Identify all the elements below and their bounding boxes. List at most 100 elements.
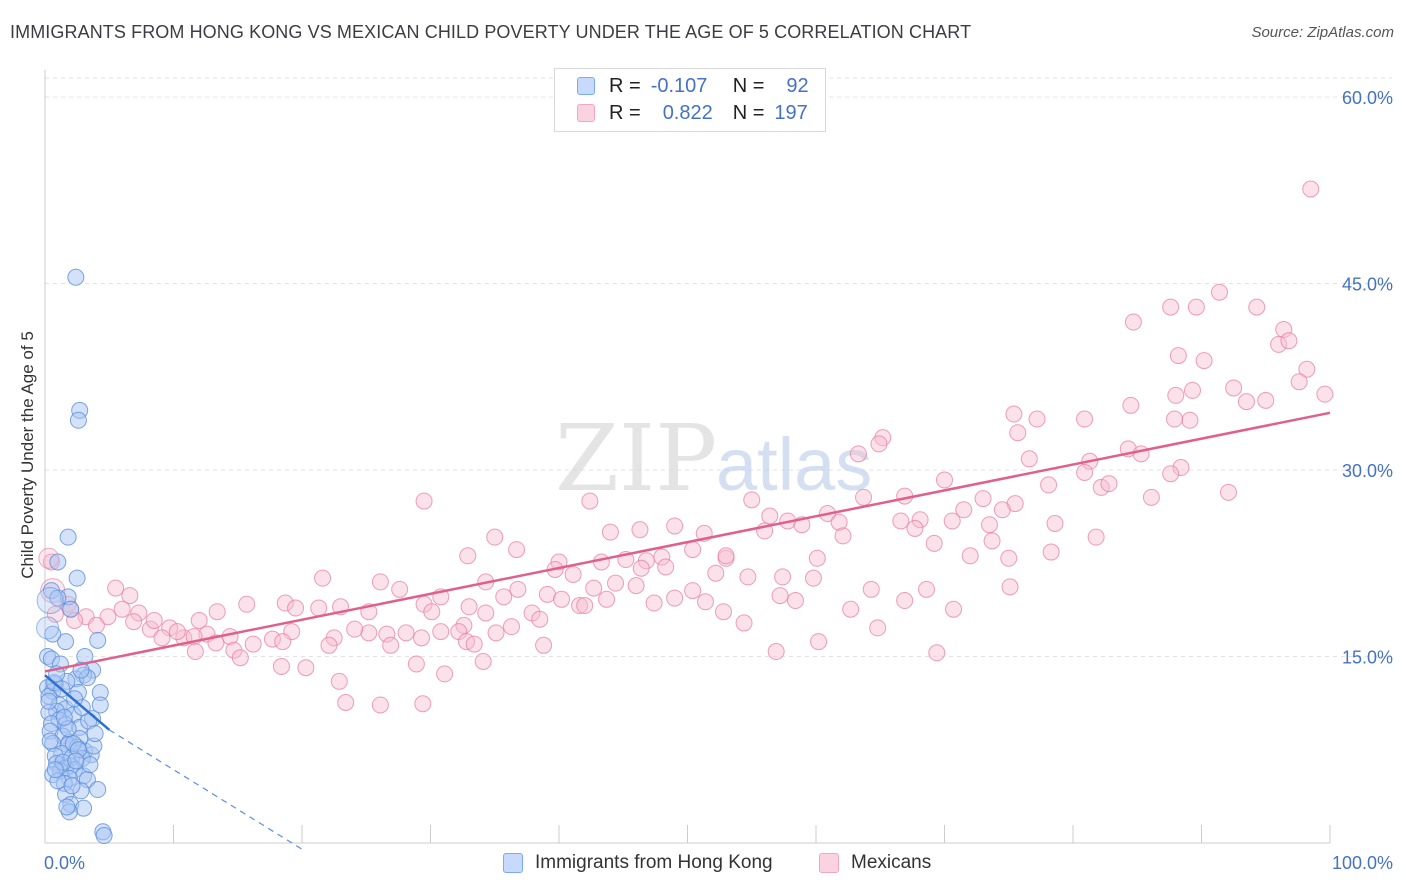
series-mexicans	[38, 180, 1334, 714]
point-mexicans	[862, 580, 880, 598]
legend-label: Mexicans	[851, 852, 932, 873]
legend-item-hong-kong[interactable]: Immigrants from Hong Kong	[503, 852, 773, 874]
point-mexicans	[1132, 445, 1150, 463]
point-mexicans	[107, 579, 125, 597]
point-mexicans	[1316, 385, 1334, 403]
chart-title: IMMIGRANTS FROM HONG KONG VS MEXICAN CHI…	[10, 22, 972, 42]
point-mexicans	[320, 636, 338, 654]
point-mexicans	[130, 604, 148, 622]
point-mexicans	[571, 597, 589, 615]
point-hong-kong	[46, 761, 64, 779]
point-mexicans	[892, 512, 910, 530]
point-mexicans	[297, 659, 315, 677]
trend-line-hong-kong	[44, 674, 111, 731]
point-mexicans	[1225, 379, 1243, 397]
point-mexicans	[465, 635, 483, 653]
point-mexicans	[564, 565, 582, 583]
point-mexicans	[804, 569, 822, 587]
point-mexicans	[495, 588, 513, 606]
point-mexicans	[382, 636, 400, 654]
point-mexicans	[1166, 410, 1184, 428]
point-mexicans	[125, 613, 143, 631]
point-mexicans	[531, 610, 549, 628]
point-mexicans	[1270, 335, 1288, 353]
point-mexicans	[849, 445, 867, 463]
point-mexicans	[774, 568, 792, 586]
point-mexicans	[684, 541, 702, 559]
point-mexicans	[272, 657, 290, 675]
legend-swatch-pink	[819, 853, 839, 873]
point-mexicans	[1167, 386, 1185, 404]
point-mexicans	[274, 633, 292, 651]
point-mexicans	[1248, 298, 1266, 316]
legend-label: Immigrants from Hong Kong	[535, 852, 773, 873]
point-mexicans	[1076, 463, 1094, 481]
legend-n-label: N =	[732, 74, 765, 97]
point-mexicans	[1290, 373, 1308, 391]
point-mexicans	[1302, 180, 1320, 198]
point-hong-kong-large	[36, 616, 60, 640]
point-mexicans	[1122, 396, 1140, 414]
point-mexicans	[231, 649, 249, 667]
point-mexicans	[896, 592, 914, 610]
point-mexicans	[657, 558, 675, 576]
point-mexicans	[1124, 313, 1142, 331]
y-tick-label: 30.0%	[1342, 461, 1393, 481]
legend-r-value: -0.107	[650, 74, 708, 97]
point-mexicans	[707, 564, 725, 582]
point-mexicans	[928, 644, 946, 662]
point-hong-kong	[89, 781, 107, 799]
trend-line-mexicans	[44, 411, 1331, 673]
point-mexicans	[415, 492, 433, 510]
point-mexicans	[830, 513, 848, 531]
point-mexicans	[208, 603, 226, 621]
point-mexicans	[601, 523, 619, 541]
point-mexicans	[141, 620, 159, 638]
point-mexicans	[955, 501, 973, 519]
point-mexicans	[502, 618, 520, 636]
point-hong-kong	[59, 528, 77, 546]
point-mexicans	[1020, 450, 1038, 468]
point-mexicans	[1001, 578, 1019, 596]
point-mexicans	[310, 599, 328, 617]
point-mexicans	[1000, 549, 1018, 567]
point-hong-kong	[57, 633, 75, 651]
point-mexicans	[743, 491, 761, 509]
point-mexicans	[870, 435, 888, 453]
legend-r-value: 0.822	[662, 101, 713, 124]
point-hong-kong	[40, 692, 58, 710]
point-mexicans	[918, 580, 936, 598]
x-tick-label-min: 0.0%	[44, 853, 85, 873]
point-mexicans	[786, 592, 804, 610]
point-hong-kong	[67, 268, 85, 286]
point-mexicans	[961, 547, 979, 565]
point-mexicans	[508, 541, 526, 559]
point-mexicans	[842, 600, 860, 618]
legend-row-hong-kong: R = -0.107 N = 92	[577, 75, 809, 97]
point-mexicans	[1162, 298, 1180, 316]
point-mexicans	[1076, 410, 1094, 428]
point-mexicans	[168, 623, 186, 641]
point-mexicans	[1237, 393, 1255, 411]
point-mexicans	[993, 501, 1011, 519]
point-mexicans	[761, 507, 779, 525]
point-mexicans	[645, 594, 663, 612]
point-mexicans	[1187, 298, 1205, 316]
legend-swatch-blue	[577, 77, 595, 95]
point-hong-kong	[58, 798, 76, 816]
series-legend: Immigrants from Hong Kong Mexicans	[0, 852, 1406, 878]
point-mexicans	[1087, 528, 1105, 546]
point-mexicans	[153, 629, 171, 647]
point-mexicans	[477, 604, 495, 622]
stats-legend: R = -0.107 N = 92 R = 0.822 N = 197	[554, 68, 826, 132]
point-mexicans	[1040, 476, 1058, 494]
legend-item-mexicans[interactable]: Mexicans	[819, 852, 931, 874]
point-hong-kong	[69, 411, 87, 429]
point-mexicans	[1169, 347, 1187, 365]
point-mexicans	[666, 589, 684, 607]
point-hong-kong	[62, 600, 80, 618]
point-mexicans	[99, 608, 117, 626]
point-mexicans	[538, 585, 556, 603]
point-mexicans	[460, 598, 478, 616]
point-mexicans	[190, 611, 208, 629]
